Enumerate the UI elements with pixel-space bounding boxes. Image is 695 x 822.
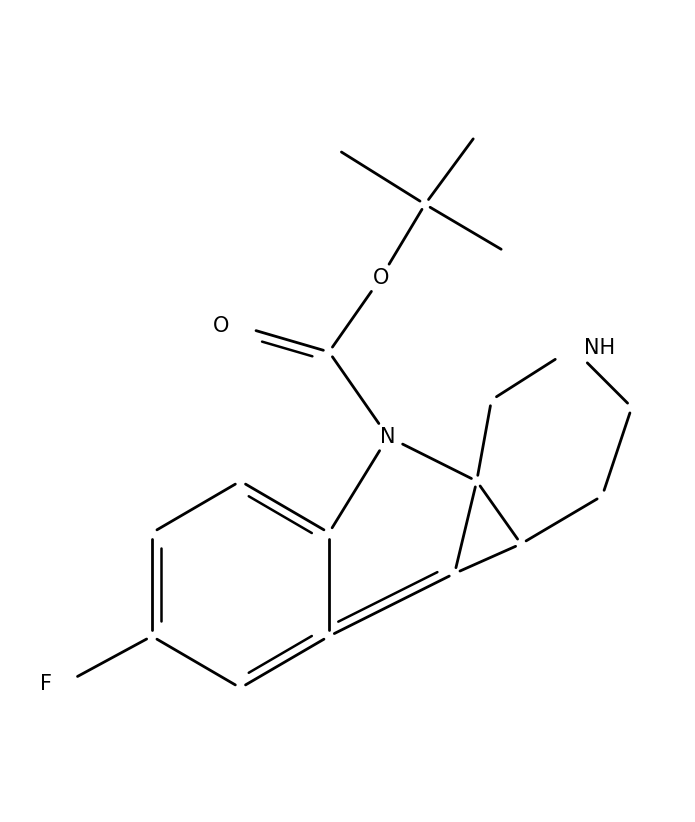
Text: O: O [213, 316, 229, 336]
Text: N: N [380, 427, 396, 447]
Text: NH: NH [584, 338, 615, 358]
Text: O: O [373, 268, 389, 288]
Text: F: F [40, 674, 52, 695]
